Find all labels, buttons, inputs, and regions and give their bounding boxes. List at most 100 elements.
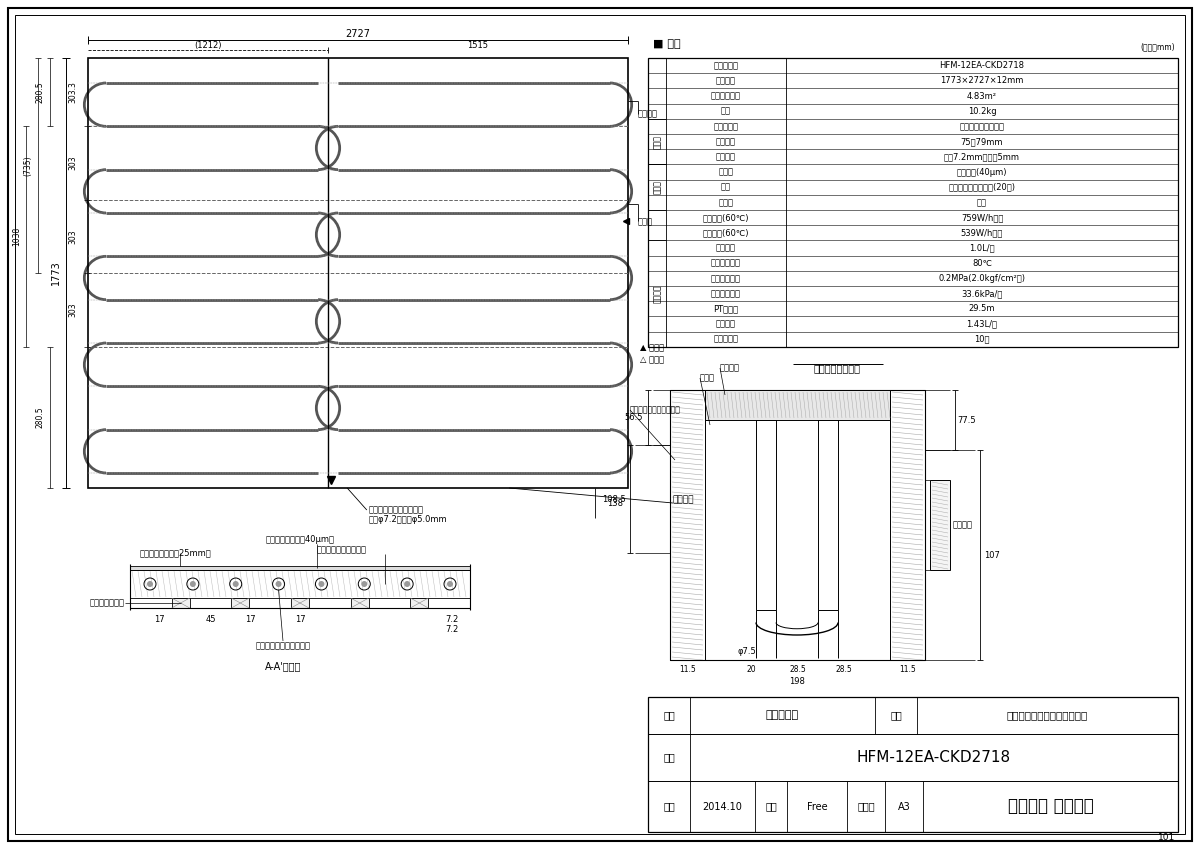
Text: ▲ 山折り: ▲ 山折り (640, 344, 664, 352)
Text: 28.5: 28.5 (835, 666, 852, 674)
Text: 名称・型式: 名称・型式 (714, 61, 738, 70)
Text: バンド: バンド (700, 374, 715, 383)
Text: (1212): (1212) (194, 41, 222, 49)
Text: 33.6kPa/枚: 33.6kPa/枚 (961, 290, 1003, 298)
Text: 外彧φ7.2・内彧φ5.0mm: 外彧φ7.2・内彧φ5.0mm (368, 515, 448, 525)
Text: A3: A3 (898, 801, 911, 812)
Bar (232, 598, 250, 608)
Text: φ7.5: φ7.5 (737, 648, 756, 656)
Text: 作成: 作成 (664, 801, 674, 812)
Text: グリーンライン（25mm）: グリーンライン（25mm） (140, 548, 211, 558)
Text: ヘッダー: ヘッダー (672, 496, 694, 504)
Text: 小根太: 小根太 (638, 216, 653, 226)
Text: 303: 303 (68, 155, 78, 170)
Bar (292, 598, 310, 608)
Text: 10本: 10本 (974, 335, 990, 344)
Text: 小根太（合板）: 小根太（合板） (90, 599, 125, 608)
Circle shape (361, 581, 367, 587)
Text: 108.5: 108.5 (602, 494, 626, 503)
Text: 280.5: 280.5 (36, 82, 44, 103)
Text: 20: 20 (746, 666, 756, 674)
Text: 539W/h・枚: 539W/h・枚 (961, 228, 1003, 238)
Text: 標準流量抵抗: 標準流量抵抗 (710, 290, 742, 298)
Text: 有効放熱面積: 有効放熱面積 (710, 92, 742, 100)
Bar (648, 58, 1178, 346)
Text: 11.5: 11.5 (899, 666, 916, 674)
Text: HFM-12EA-CKD2718: HFM-12EA-CKD2718 (940, 61, 1025, 70)
Text: 架橋ポリエチレンパイプ: 架橋ポリエチレンパイプ (368, 505, 424, 514)
Text: 1773: 1773 (50, 261, 61, 285)
Text: 外形寸法: 外形寸法 (716, 76, 736, 85)
Text: 小根太溝数: 小根太溝数 (714, 335, 738, 344)
Circle shape (404, 581, 410, 587)
Text: 表面材: 表面材 (719, 167, 733, 177)
Text: 管ピッチ: 管ピッチ (716, 137, 736, 146)
Text: 107: 107 (984, 550, 1000, 559)
Text: 外形寸法図: 外形寸法図 (766, 711, 799, 721)
Bar (818, 420, 838, 610)
Text: 小小根太: 小小根太 (638, 110, 658, 118)
Text: ヘッダー部詳細図: ヘッダー部詳細図 (814, 363, 862, 373)
Text: 最高使用圧力: 最高使用圧力 (710, 274, 742, 283)
Text: ヘッダー: ヘッダー (720, 363, 740, 373)
Text: 80℃: 80℃ (972, 259, 992, 267)
Text: 29.5m: 29.5m (968, 304, 995, 313)
Text: 小根太入りハード温水マット: 小根太入りハード温水マット (1007, 711, 1088, 721)
Text: 表面材（アルミ箔40μm）: 表面材（アルミ箔40μm） (266, 536, 335, 544)
Bar (350, 598, 368, 608)
Text: 放熱管: 放熱管 (653, 135, 661, 149)
Text: 45: 45 (205, 616, 216, 625)
Text: 2014.10: 2014.10 (702, 801, 743, 812)
Text: 17: 17 (295, 616, 305, 625)
Bar (670, 390, 706, 660)
Bar (130, 566, 470, 570)
Text: マット: マット (653, 180, 661, 194)
Text: 裏面材: 裏面材 (719, 198, 733, 207)
Text: (735): (735) (24, 155, 32, 176)
Text: 7.2: 7.2 (445, 626, 458, 634)
Text: 型式: 型式 (664, 752, 674, 762)
Text: 101: 101 (1158, 834, 1175, 842)
Text: 基材: 基材 (721, 183, 731, 192)
Text: 標準流量: 標準流量 (716, 244, 736, 252)
Bar (756, 420, 776, 610)
Text: 質量: 質量 (721, 107, 731, 115)
Text: PT相当長: PT相当長 (714, 304, 738, 313)
Text: 架橋ポリエチレンパイプ: 架橋ポリエチレンパイプ (256, 642, 311, 650)
Text: A-A'詳細図: A-A'詳細図 (265, 661, 301, 671)
Text: 暖房能力(60℃): 暖房能力(60℃) (703, 228, 749, 238)
Text: 設計関係: 設計関係 (653, 284, 661, 303)
Bar (890, 390, 925, 660)
Text: 280.5: 280.5 (36, 407, 44, 428)
Text: 1773×2727×12mm: 1773×2727×12mm (941, 76, 1024, 85)
Text: なし: なし (977, 198, 986, 207)
Text: 2727: 2727 (346, 29, 371, 39)
Text: 75～79mm: 75～79mm (961, 137, 1003, 146)
Text: 名称: 名称 (664, 711, 674, 721)
Bar (648, 697, 1178, 832)
Text: 材質・材料: 材質・材料 (714, 122, 738, 131)
Bar (706, 390, 890, 420)
Text: 架橋ポリエチレン管: 架橋ポリエチレン管 (960, 122, 1004, 131)
Bar (410, 598, 428, 608)
Text: 11.5: 11.5 (679, 666, 696, 674)
Text: 0.2MPa(2.0kgf/cm²　): 0.2MPa(2.0kgf/cm² ) (938, 274, 1026, 283)
Text: 303.3: 303.3 (68, 81, 78, 103)
Text: 外彧7.2mm　内彧5mm: 外彧7.2mm 内彧5mm (944, 152, 1020, 161)
Text: 1038: 1038 (12, 227, 22, 246)
Text: アルミ箔(40μm): アルミ箔(40μm) (956, 167, 1007, 177)
Circle shape (148, 581, 154, 587)
Text: 1.43L/枚: 1.43L/枚 (966, 319, 997, 329)
Bar (172, 598, 190, 608)
Text: 尺度: 尺度 (766, 801, 776, 812)
Text: 77.5: 77.5 (958, 415, 977, 424)
Text: 56.5: 56.5 (625, 413, 643, 421)
Text: 保有水量: 保有水量 (716, 319, 736, 329)
Text: ■ 仕様: ■ 仕様 (653, 39, 680, 49)
Bar (930, 480, 950, 570)
Text: (単位：mm): (単位：mm) (1140, 42, 1175, 52)
Text: 小小根太: 小小根太 (953, 520, 973, 530)
Text: フォームポリスチレン: フォームポリスチレン (317, 546, 367, 554)
Text: 管サイズ: 管サイズ (716, 152, 736, 161)
Text: 138: 138 (607, 498, 623, 508)
